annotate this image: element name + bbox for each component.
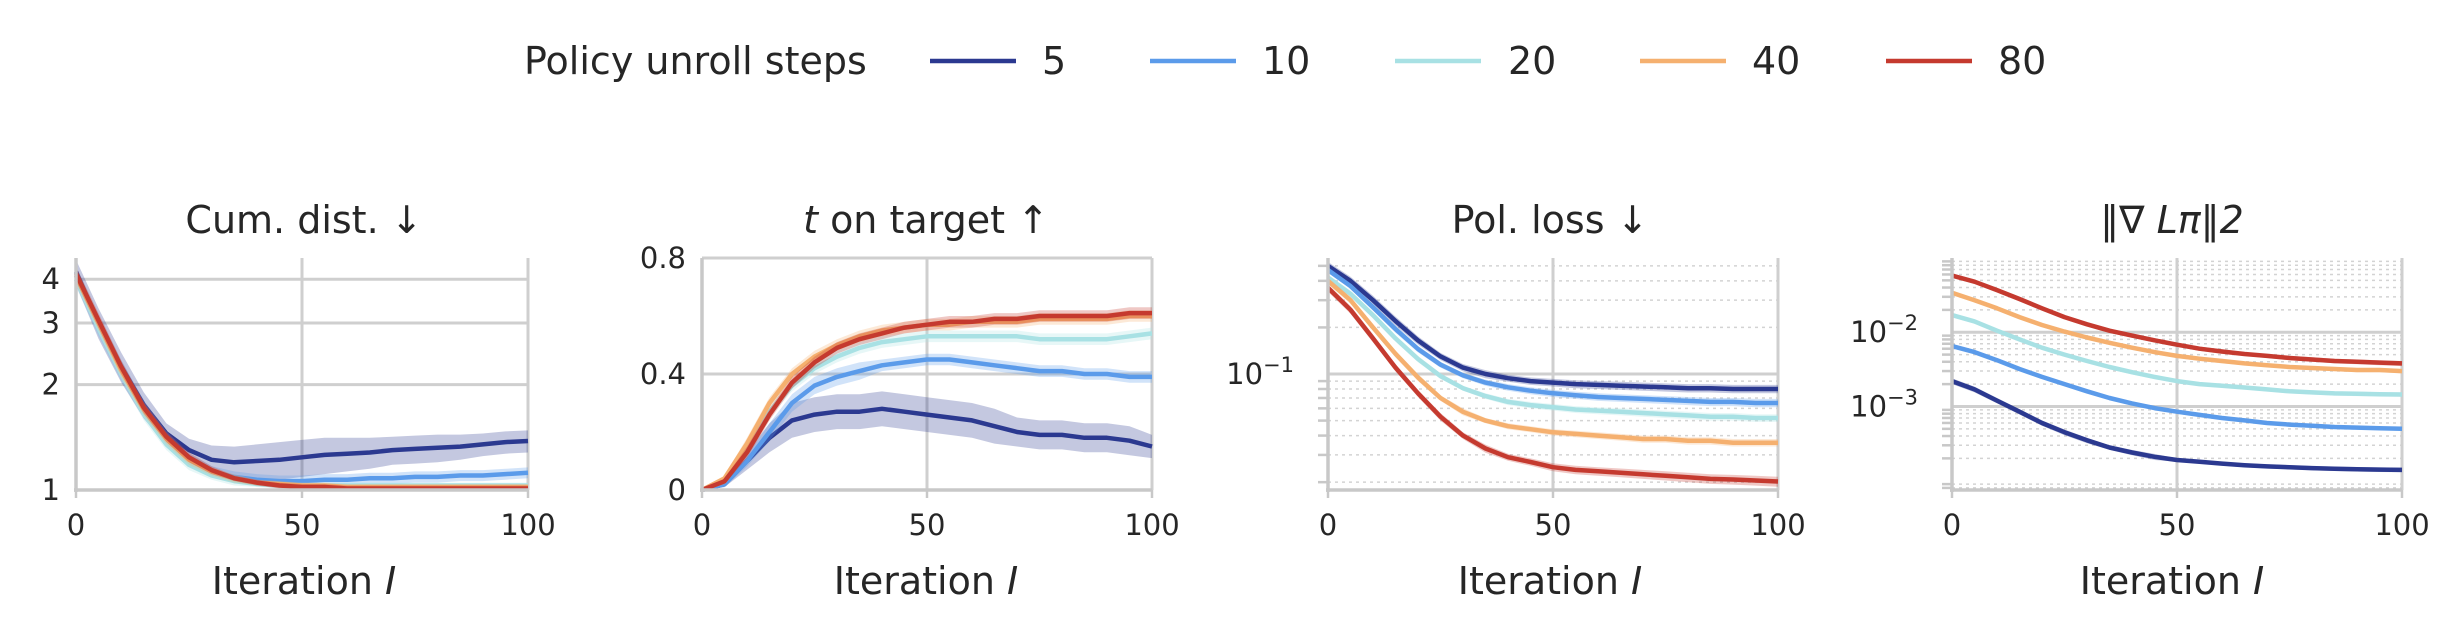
legend-label-40: 40 [1752, 39, 1800, 83]
series-line-10 [701, 357, 1152, 493]
legend-label-5: 5 [1042, 39, 1066, 83]
y-tick-label: 2 [42, 368, 60, 402]
x-tick-label: 0 [1943, 508, 1961, 542]
panel-gradient-norm: ‖∇ Lπ‖2 10−3 10−2 0 50 100 Iteration I [1850, 198, 2430, 603]
y-tick-label: 10−1 [1226, 353, 1294, 391]
x-tick-label: 100 [1124, 508, 1179, 542]
series-line-80 [1951, 273, 2403, 366]
y-tick-label: 0 [668, 473, 686, 507]
legend: Policy unroll steps 5 10 20 40 80 [524, 39, 2046, 83]
x-tick-label: 100 [2374, 508, 2429, 542]
legend-label-80: 80 [1998, 39, 2046, 83]
series-line-80 [701, 310, 1152, 493]
x-axis-label: Iteration I [1458, 559, 1643, 603]
y-tick-label: 10−3 [1850, 385, 1918, 423]
panel-title: ‖∇ Lπ‖2 [2100, 198, 2244, 243]
y-tick-label: 1 [42, 473, 60, 507]
x-tick-label: 50 [909, 508, 946, 542]
x-axis-label: Iteration I [2080, 559, 2265, 603]
panel-time-on-target: t on target ↑ 0 0.4 0.8 0 50 100 Iteration I [640, 198, 1180, 603]
series-line-10 [1951, 343, 2403, 432]
panel-cumulative-distance: Cum. dist. ↓ 1 2 3 4 0 50 100 Iteration I [42, 198, 556, 603]
panel-policy-loss: Pol. loss ↓ 10−1 0 50 100 Iteration I [1226, 198, 1806, 603]
plot-area: 10−3 10−2 0 50 100 [1850, 258, 2430, 542]
plot-area: 0 0.4 0.8 0 50 100 [640, 241, 1180, 542]
y-tick-label: 10−2 [1850, 311, 1918, 349]
series-line-5 [1951, 378, 2403, 473]
series-line-40 [1326, 279, 1778, 445]
x-tick-label: 50 [2159, 508, 2196, 542]
legend-title: Policy unroll steps [524, 39, 867, 83]
panel-title: Pol. loss ↓ [1452, 198, 1649, 242]
series-line-20 [1326, 275, 1778, 421]
x-tick-label: 0 [693, 508, 711, 542]
y-tick-label: 4 [42, 262, 60, 296]
panel-title: Cum. dist. ↓ [185, 198, 422, 242]
x-axis-label: Iteration I [212, 559, 397, 603]
series-line-40 [1951, 290, 2403, 374]
y-tick-label: 0.8 [640, 241, 686, 275]
x-axis-label: Iteration I [834, 559, 1019, 603]
legend-label-20: 20 [1508, 39, 1556, 83]
plot-area: 10−1 0 50 100 [1226, 258, 1806, 542]
y-tick-label: 0.4 [640, 357, 686, 391]
series-line-20 [1951, 312, 2403, 397]
x-tick-label: 100 [500, 508, 555, 542]
x-tick-label: 100 [1750, 508, 1805, 542]
series-line-5 [701, 406, 1153, 493]
y-tick-label: 3 [42, 306, 60, 340]
x-tick-label: 50 [284, 508, 321, 542]
series-line-80 [1326, 286, 1779, 484]
x-tick-label: 0 [67, 508, 85, 542]
x-tick-label: 50 [1535, 508, 1572, 542]
x-tick-label: 0 [1319, 508, 1337, 542]
panel-title: t on target ↑ [803, 198, 1049, 242]
series-line-5 [1326, 264, 1778, 392]
series-line-10 [1326, 268, 1778, 406]
plot-area: 1 2 3 4 0 50 100 [42, 258, 556, 542]
legend-label-10: 10 [1262, 39, 1310, 83]
